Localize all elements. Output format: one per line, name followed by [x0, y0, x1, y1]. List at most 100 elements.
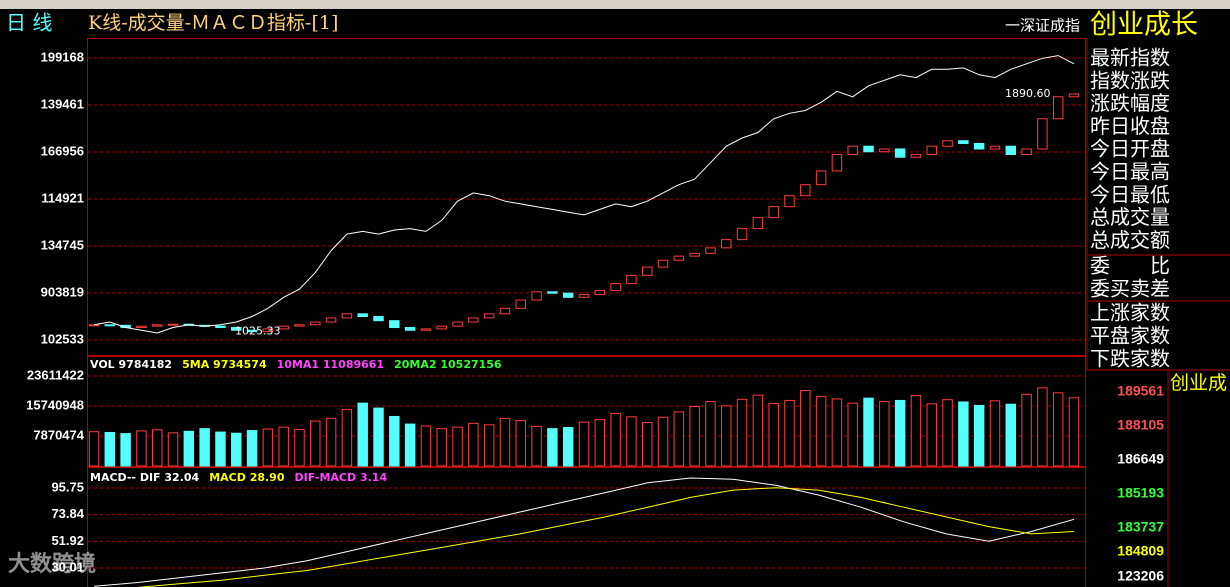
volume-bar — [88, 431, 100, 467]
mini-price: 184809 — [1117, 543, 1164, 559]
period: 日 线 — [6, 11, 52, 35]
field-label: 委买卖差 — [1090, 277, 1170, 301]
volume-bar — [215, 431, 226, 467]
candle — [246, 329, 258, 333]
candle — [752, 217, 764, 230]
field-label: 总成交额 — [1090, 228, 1170, 252]
frames — [87, 38, 1230, 587]
candle — [215, 325, 226, 329]
y-tick-label: 166956 — [41, 143, 84, 158]
y-tick-label: 73.84 — [51, 506, 84, 521]
candle — [468, 317, 479, 323]
volume-bar — [721, 405, 732, 467]
candle — [989, 145, 1001, 150]
volume-bar — [642, 422, 653, 467]
candle — [262, 328, 274, 333]
candle — [294, 324, 305, 327]
candle — [784, 195, 795, 208]
volume-bar — [152, 429, 163, 467]
candle — [167, 323, 179, 326]
compare-label: 一深证成指 — [1005, 17, 1080, 35]
candle — [721, 239, 732, 249]
candle — [926, 145, 937, 155]
volume-bar — [310, 420, 321, 467]
dif-line — [93, 477, 1075, 587]
volume-bar — [325, 417, 337, 467]
candle — [88, 324, 100, 327]
mini-title: 创业成 — [1170, 372, 1227, 394]
volume-bar — [1037, 387, 1048, 467]
y-tick-label: 51.92 — [51, 533, 84, 548]
volume-bar — [294, 428, 305, 467]
candle — [689, 252, 700, 257]
candle — [404, 327, 416, 331]
volume-bar — [357, 402, 368, 467]
macd-legend: DIF-MACD 3.14 — [295, 471, 388, 484]
field-label: 总成交量 — [1090, 205, 1170, 229]
volume-legend: 10MA1 11089661 — [277, 358, 384, 371]
candle — [958, 140, 969, 144]
y-tick-label: 114921 — [41, 190, 84, 205]
candle — [705, 247, 716, 254]
candle — [515, 299, 526, 309]
volume-bar — [341, 409, 353, 467]
candle — [483, 313, 495, 319]
volume-bar — [689, 406, 700, 467]
annotation: 1890.60 — [1005, 87, 1051, 100]
volume-bar — [626, 416, 637, 467]
candle — [642, 266, 653, 276]
volume-bar — [894, 399, 906, 467]
candle — [325, 317, 337, 323]
field-label: 今日开盘 — [1090, 137, 1170, 161]
volume-legend: 5MA 9734574 — [182, 358, 267, 371]
field-label: 昨日收盘 — [1090, 114, 1170, 138]
kline-plot — [88, 55, 1080, 334]
y-tick-label: 30.01 — [51, 559, 84, 574]
candle — [1005, 145, 1016, 155]
candle — [562, 292, 574, 298]
indicator-title: K线-成交量-ＭＡＣＤ指标-[1] — [88, 12, 338, 34]
field-label: 今日最低 — [1090, 182, 1170, 206]
volume-bar — [547, 428, 558, 467]
volume-bar — [562, 427, 574, 467]
volume-bar — [246, 430, 258, 467]
mini-price: 123206 — [1117, 568, 1164, 584]
candle — [831, 153, 843, 172]
y-tick-label: 134745 — [41, 237, 84, 252]
watermark: 大数跨境 — [8, 551, 96, 577]
volume-bar — [815, 396, 827, 467]
candle — [373, 316, 384, 322]
stock-name: 创业成长 — [1090, 10, 1198, 41]
volume-bar — [199, 428, 210, 467]
field-label: 平盘家数 — [1090, 324, 1170, 348]
y-tick-label: 7870474 — [33, 427, 84, 442]
candle — [1021, 148, 1032, 155]
volume-bar — [784, 399, 795, 467]
field-label: 指数涨跌 — [1090, 68, 1170, 92]
y-tick-label: 139461 — [41, 96, 84, 111]
volume-bar — [483, 424, 495, 467]
volume-bar — [468, 422, 479, 467]
candle — [389, 320, 400, 329]
candle — [879, 148, 890, 153]
volume-bar — [436, 428, 447, 467]
mini-price: 183737 — [1117, 519, 1164, 535]
candle — [547, 291, 558, 294]
y-tick-label: 102533 — [41, 331, 84, 346]
macd-plot — [93, 477, 1075, 587]
mini-price: 186649 — [1117, 451, 1164, 467]
volume-bar — [736, 398, 748, 467]
volume-bar — [768, 402, 779, 467]
candle — [357, 313, 368, 318]
candle — [973, 142, 985, 150]
candle — [278, 325, 289, 330]
volume-bar — [879, 401, 890, 467]
candle — [610, 283, 621, 291]
candle — [452, 321, 463, 327]
index-line — [93, 55, 1075, 334]
mini-price: 188105 — [1117, 417, 1164, 433]
candle — [136, 325, 147, 329]
volume-bar — [278, 426, 289, 467]
